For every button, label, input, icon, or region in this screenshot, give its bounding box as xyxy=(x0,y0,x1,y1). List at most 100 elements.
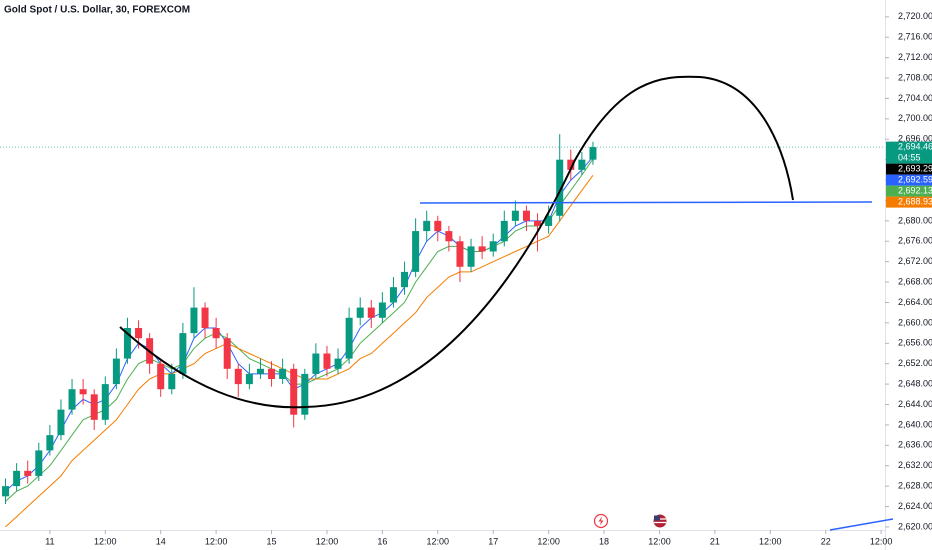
candle-body xyxy=(112,358,120,385)
candle-body xyxy=(567,159,575,170)
y-tick-label: 2,708.00 xyxy=(898,72,932,82)
y-tick-label: 2,668.00 xyxy=(898,276,932,286)
x-tick-label: 11 xyxy=(45,536,54,546)
y-tick-label: 2,636.00 xyxy=(898,440,932,450)
price-label: 2,688.93 xyxy=(898,196,932,206)
candle-body xyxy=(578,159,586,170)
y-tick-label: 2,628.00 xyxy=(898,481,932,491)
price-label: 2,692.13 xyxy=(898,185,932,195)
candle-body xyxy=(345,317,353,359)
price-label-box xyxy=(886,141,932,164)
candle-body xyxy=(79,389,87,395)
price-label-box xyxy=(886,185,932,197)
price-label: 2,694.46 xyxy=(898,141,932,151)
candle-body xyxy=(24,470,32,476)
chart-title: Gold Spot / U.S. Dollar, 30, FOREXCOM xyxy=(4,5,190,16)
candle-body xyxy=(101,384,109,420)
moving-average-line xyxy=(5,175,594,528)
y-tick-label: 2,640.00 xyxy=(898,419,932,429)
y-tick-label: 2,672.00 xyxy=(898,256,932,266)
candle-body xyxy=(35,450,43,476)
candle-body xyxy=(589,147,597,160)
candle-body xyxy=(356,307,364,318)
price-label: 2,693.29 xyxy=(898,163,932,173)
candle-body xyxy=(57,409,65,436)
drawn-trend-line[interactable] xyxy=(829,518,894,531)
candle-body xyxy=(68,389,76,410)
candle-body xyxy=(190,307,198,334)
candle-body xyxy=(389,287,397,303)
candle-body xyxy=(556,159,564,216)
price-label-box xyxy=(886,163,932,175)
candle-body xyxy=(256,368,264,374)
candle-body xyxy=(534,220,542,226)
candle-body xyxy=(489,241,497,252)
candle-body xyxy=(456,241,464,267)
candle-body xyxy=(423,220,431,232)
candle-body xyxy=(268,368,276,380)
flag-canton xyxy=(654,515,660,521)
drawn-horizontal-line[interactable] xyxy=(419,201,873,204)
candle-body xyxy=(378,302,386,318)
candle-body xyxy=(201,307,209,328)
candle-body xyxy=(367,307,375,318)
y-tick-label: 2,720.00 xyxy=(898,11,932,21)
y-tick-label: 2,652.00 xyxy=(898,358,932,368)
candle-body xyxy=(223,338,231,369)
y-tick-label: 2,660.00 xyxy=(898,317,932,327)
candle-body xyxy=(245,373,253,385)
candle-body xyxy=(13,470,21,487)
y-tick-label: 2,620.00 xyxy=(898,521,932,531)
candle-body xyxy=(323,353,331,369)
x-tick-label: 12:00 xyxy=(648,536,671,546)
x-tick-label: 16 xyxy=(377,536,387,546)
x-tick-label: 12:00 xyxy=(205,536,228,546)
y-tick-label: 2,624.00 xyxy=(898,501,932,511)
candle-body xyxy=(500,220,508,242)
candle-body xyxy=(434,220,442,232)
price-label: 2,692.59 xyxy=(898,174,932,184)
y-tick-label: 2,648.00 xyxy=(898,378,932,388)
marks xyxy=(0,134,885,528)
candle-body xyxy=(46,435,54,451)
candle-body xyxy=(445,231,453,242)
lightning-icon xyxy=(598,516,604,526)
y-tick-label: 2,680.00 xyxy=(898,215,932,225)
candle-body xyxy=(545,215,553,226)
x-tick-label: 14 xyxy=(156,536,166,546)
candle-body xyxy=(334,358,342,369)
x-tick-label: 12:00 xyxy=(537,536,560,546)
y-tick-label: 2,656.00 xyxy=(898,338,932,348)
candle-body xyxy=(301,373,309,415)
candle-body xyxy=(401,271,409,288)
y-tick-label: 2,704.00 xyxy=(898,93,932,103)
candle-body xyxy=(123,327,131,359)
candle-body xyxy=(412,231,420,272)
y-tick-label: 2,676.00 xyxy=(898,236,932,246)
candle-body xyxy=(522,210,530,221)
x-tick-label: 18 xyxy=(599,536,609,546)
x-tick-label: 22 xyxy=(821,536,831,546)
candle-body xyxy=(290,368,298,415)
candle-body xyxy=(279,368,287,380)
y-tick-label: 2,664.00 xyxy=(898,297,932,307)
candle-body xyxy=(179,333,187,374)
y-tick-label: 2,712.00 xyxy=(898,52,932,62)
x-tick-label: 12:00 xyxy=(870,536,893,546)
candle-body xyxy=(135,327,143,339)
drawn-curve[interactable] xyxy=(119,75,794,409)
price-label-box xyxy=(886,174,932,186)
candle-body xyxy=(467,246,475,267)
x-tick-label: 12:00 xyxy=(759,536,782,546)
candle-body xyxy=(312,353,320,374)
candle-body xyxy=(478,246,486,252)
candle-body xyxy=(234,368,242,385)
y-tick-label: 2,700.00 xyxy=(898,113,932,123)
candle-body xyxy=(212,327,220,339)
candle-body xyxy=(168,373,176,390)
y-tick-label: 2,696.00 xyxy=(898,134,932,144)
price-label-box xyxy=(886,196,932,208)
x-tick-label: 21 xyxy=(710,536,720,546)
x-tick-label: 15 xyxy=(267,536,277,546)
